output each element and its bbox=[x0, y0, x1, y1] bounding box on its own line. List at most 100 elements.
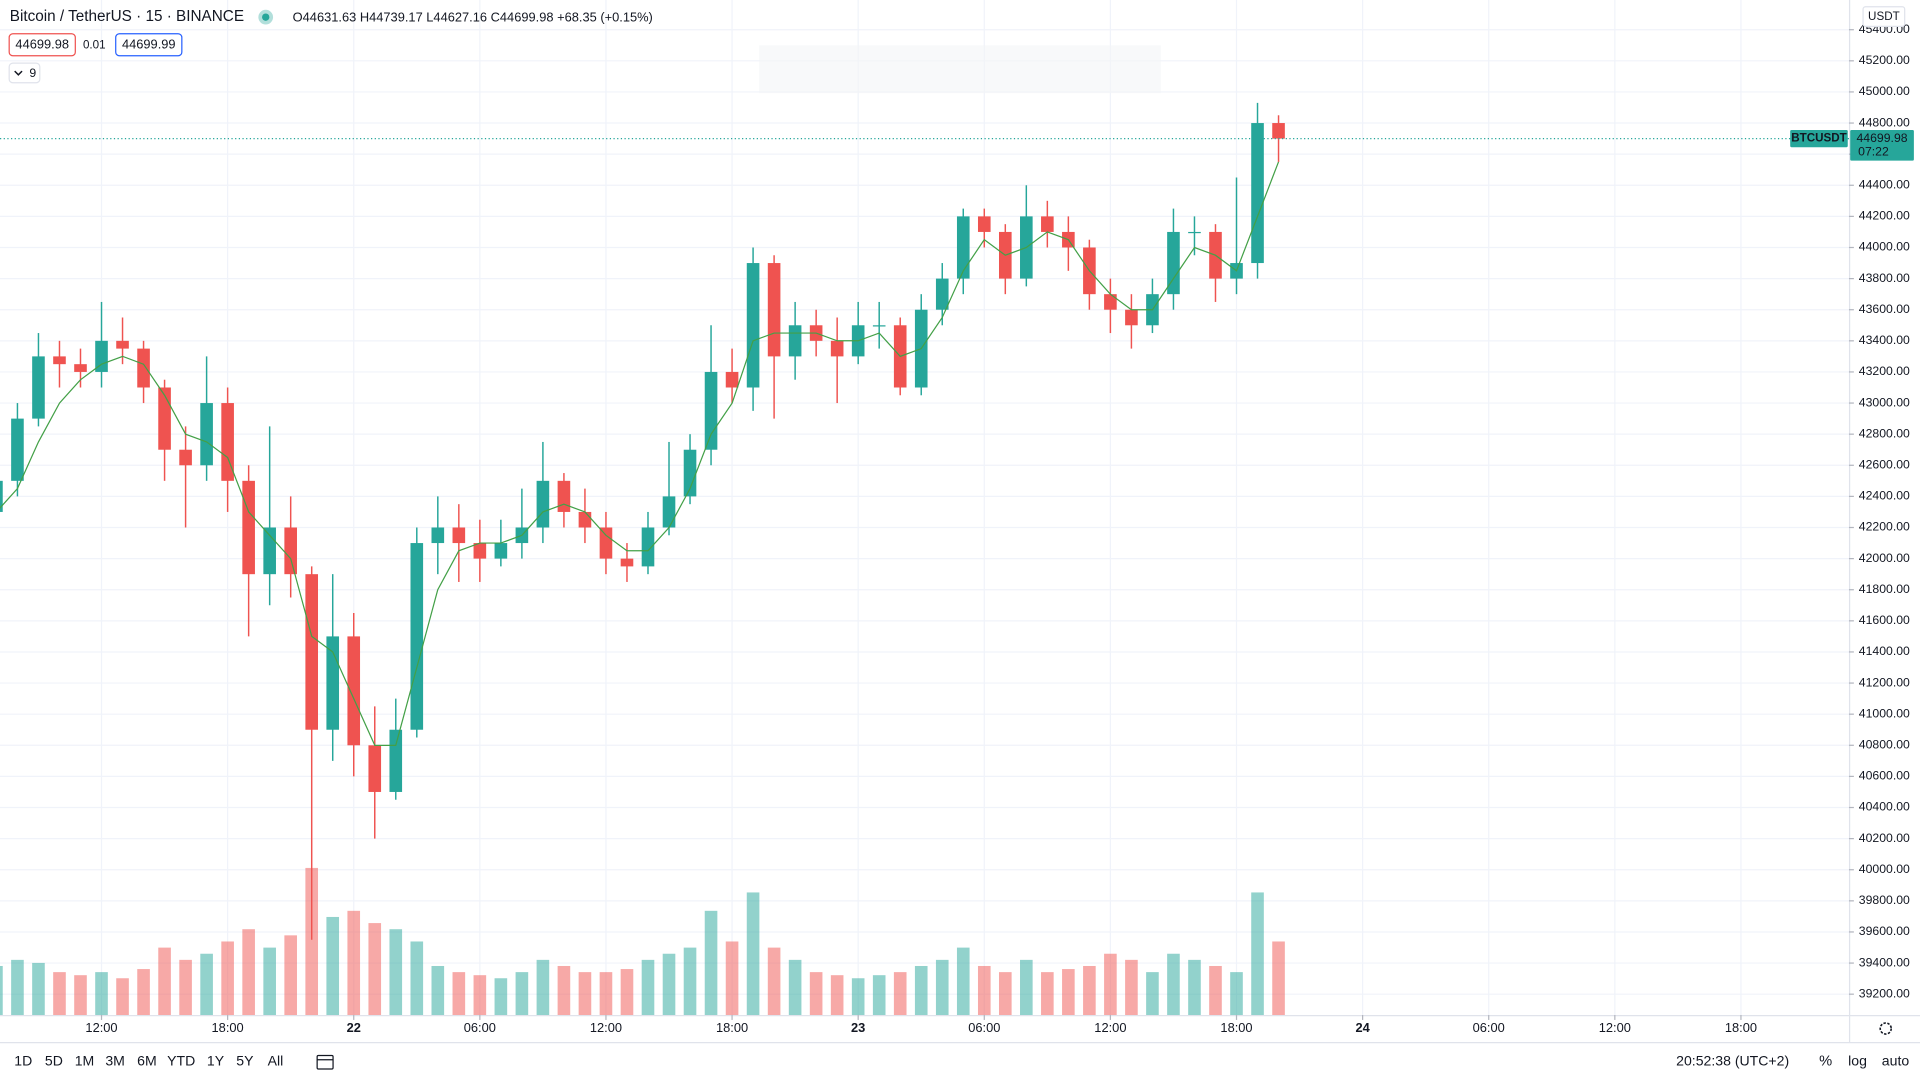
range-button[interactable]: 5Y bbox=[236, 1052, 254, 1068]
range-button[interactable]: 5D bbox=[45, 1052, 63, 1068]
y-tick-label: 40800.00 bbox=[1859, 738, 1910, 752]
price-tag-countdown: 07:22 bbox=[1858, 144, 1889, 158]
candle-body bbox=[683, 449, 697, 497]
y-tick-label: 40200.00 bbox=[1859, 831, 1910, 845]
candle-body bbox=[305, 574, 319, 730]
volume-bar bbox=[242, 929, 255, 1016]
volume-bar bbox=[1020, 959, 1033, 1016]
y-tick-label: 39400.00 bbox=[1859, 955, 1910, 969]
candle-body bbox=[368, 745, 382, 792]
candle-body bbox=[11, 418, 24, 481]
candle-body bbox=[116, 340, 129, 349]
y-tick-label: 41600.00 bbox=[1859, 613, 1910, 627]
buy-button[interactable] bbox=[115, 33, 183, 57]
currency-box[interactable] bbox=[1862, 6, 1906, 27]
x-tick-label: 18:00 bbox=[1220, 1020, 1252, 1035]
candle-body bbox=[179, 449, 192, 466]
y-tick-label: 42600.00 bbox=[1859, 458, 1910, 472]
volume-bar bbox=[1146, 972, 1159, 1016]
volume-bar bbox=[0, 965, 3, 1016]
range-button[interactable]: All bbox=[268, 1052, 284, 1068]
x-tick-label: 24 bbox=[1355, 1020, 1370, 1035]
x-tick-label: 12:00 bbox=[85, 1020, 117, 1035]
volume-bar bbox=[53, 972, 66, 1016]
candle-body bbox=[0, 480, 3, 512]
auto-toggle[interactable]: auto bbox=[1882, 1052, 1910, 1068]
range-button[interactable]: 1M bbox=[75, 1052, 95, 1068]
sell-button[interactable] bbox=[8, 33, 76, 57]
y-tick-label: 43400.00 bbox=[1859, 333, 1910, 347]
y-tick-label: 40000.00 bbox=[1859, 862, 1910, 876]
symbol-tag bbox=[1790, 130, 1848, 148]
settings-icon[interactable] bbox=[1879, 1022, 1893, 1035]
volume-bar bbox=[578, 972, 592, 1016]
candle-body bbox=[95, 340, 108, 372]
buy-price[interactable]: 44699.99 bbox=[122, 37, 176, 52]
volume-bar bbox=[1188, 959, 1201, 1016]
range-button[interactable]: 1Y bbox=[207, 1052, 225, 1068]
indicator-length: 9 bbox=[29, 66, 36, 80]
y-tick-label: 45200.00 bbox=[1859, 53, 1910, 67]
grid bbox=[0, 0, 1849, 1016]
percent-toggle[interactable]: % bbox=[1819, 1053, 1832, 1069]
range-button[interactable]: 3M bbox=[105, 1052, 125, 1068]
volume-bar bbox=[263, 947, 276, 1016]
range-button[interactable]: 1D bbox=[14, 1052, 32, 1068]
candle-body bbox=[746, 263, 760, 388]
volume-bar bbox=[452, 972, 466, 1016]
candle-body bbox=[137, 348, 150, 388]
spread: 0.01 bbox=[83, 38, 106, 51]
candle-body bbox=[284, 527, 297, 575]
volume-bar bbox=[368, 923, 382, 1016]
log-toggle[interactable]: log bbox=[1848, 1052, 1867, 1068]
volume-bar bbox=[662, 953, 676, 1016]
y-tick-label: 45000.00 bbox=[1859, 84, 1910, 98]
currency[interactable]: USDT bbox=[1868, 10, 1900, 23]
volume-bar bbox=[1104, 953, 1117, 1016]
volume-bar bbox=[1272, 941, 1285, 1016]
y-tick-label: 41400.00 bbox=[1859, 644, 1910, 658]
volume-bar bbox=[32, 962, 45, 1016]
candle-body bbox=[788, 325, 802, 357]
volume-bar bbox=[1041, 972, 1054, 1016]
y-tick-label: 44400.00 bbox=[1859, 178, 1910, 192]
symbol-title[interactable]: Bitcoin / TetherUS · 15 · BINANCE bbox=[10, 8, 244, 25]
candle-body bbox=[641, 527, 655, 567]
sell-price[interactable]: 44699.98 bbox=[15, 37, 69, 52]
price-tag-box bbox=[1850, 130, 1914, 161]
x-tick-label: 18:00 bbox=[716, 1020, 748, 1035]
close: C44699.98 bbox=[491, 10, 554, 25]
x-tick-label: 23 bbox=[851, 1020, 865, 1035]
candle-body bbox=[1251, 123, 1264, 264]
x-tick-label: 06:00 bbox=[968, 1020, 1000, 1035]
volume-bar bbox=[1209, 965, 1222, 1016]
candle-body bbox=[326, 636, 340, 730]
candle-body bbox=[599, 527, 613, 559]
candle-body bbox=[473, 543, 487, 559]
candle-body bbox=[32, 356, 45, 419]
volume-bar bbox=[641, 959, 655, 1016]
candle-body bbox=[620, 558, 634, 567]
volume-bar bbox=[74, 975, 87, 1016]
range-button[interactable]: YTD bbox=[167, 1052, 195, 1068]
clock: 20:52:38 (UTC+2) bbox=[1676, 1052, 1789, 1068]
range-button[interactable]: 6M bbox=[137, 1052, 157, 1068]
y-tick-label: 40600.00 bbox=[1859, 769, 1910, 783]
volume-bar bbox=[347, 910, 361, 1016]
candle-body bbox=[662, 496, 676, 528]
y-tick-label: 41200.00 bbox=[1859, 675, 1910, 689]
marks bbox=[0, 102, 1849, 1016]
indicator-toggle[interactable] bbox=[8, 62, 41, 84]
ohlc: O44631.63 H44739.17 L44627.16 C44699.98 … bbox=[293, 10, 653, 25]
y-tick-label: 43800.00 bbox=[1859, 271, 1910, 285]
volume-bar bbox=[1125, 959, 1138, 1016]
x-tick-label: 22 bbox=[347, 1020, 361, 1035]
volume-bar bbox=[200, 953, 213, 1016]
volume-bar bbox=[473, 975, 487, 1016]
y-tick-label: 39200.00 bbox=[1859, 986, 1910, 1000]
candle-body bbox=[74, 364, 87, 372]
calendar-icon[interactable] bbox=[316, 1054, 334, 1070]
candle-body bbox=[410, 543, 424, 730]
